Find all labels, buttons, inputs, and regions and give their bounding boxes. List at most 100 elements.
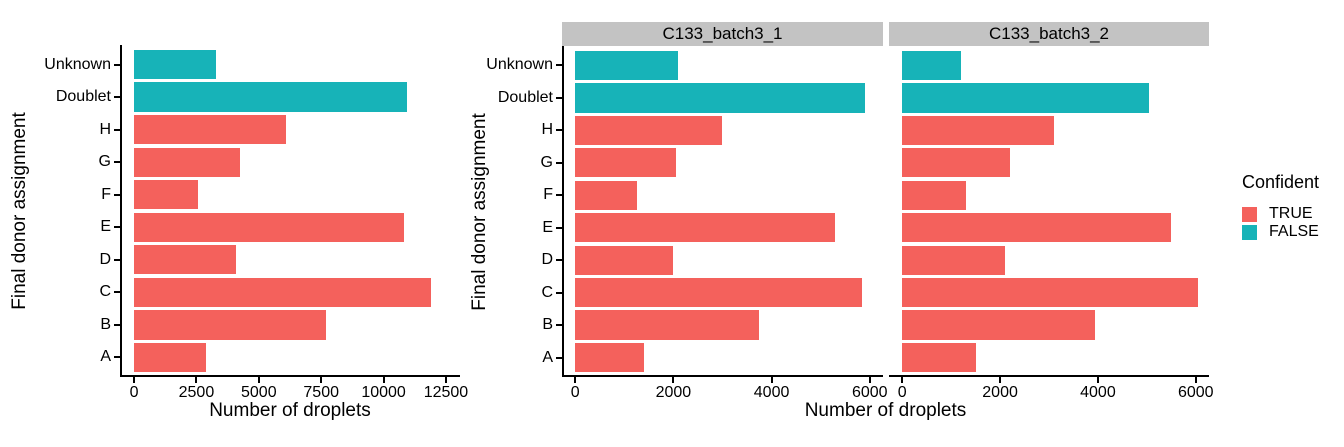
y-tick-label: E <box>100 218 111 236</box>
y-tick-label: F <box>543 186 553 204</box>
y-tick-label: B <box>542 316 553 334</box>
x-tick-label: 0 <box>129 384 139 401</box>
plot-area-overall <box>120 45 460 377</box>
bar-d <box>134 245 237 275</box>
x-tick-mark <box>257 377 260 383</box>
y-tick-label: D <box>99 250 111 268</box>
x-tick-label: 5000 <box>241 384 277 401</box>
bar-g <box>902 148 1010 178</box>
y-axis-title-facet: Final donor assignment <box>462 46 498 377</box>
bar-c <box>134 277 431 307</box>
x-tick-label: 0 <box>570 384 580 401</box>
x-tick-label: 4000 <box>753 384 790 401</box>
bar-doublet <box>575 83 865 113</box>
y-tick-label: Doublet <box>55 88 111 106</box>
plot-area-batch3-2 <box>889 46 1209 377</box>
bar-h <box>902 115 1054 145</box>
y-tick-label: E <box>542 218 553 236</box>
y-tick-label: Unknown <box>44 55 111 73</box>
bar-a <box>902 342 976 373</box>
panel-batch3-1: Unknown Doublet H G F E D C B A 0 2000 4000 6000 <box>486 46 888 401</box>
x-tick-mark <box>901 377 904 383</box>
x-tick-mark <box>868 377 871 383</box>
y-tick-label: Doublet <box>497 88 553 106</box>
y-tick-mark <box>556 324 562 327</box>
y-tick-mark <box>556 226 562 229</box>
y-tick-mark <box>114 323 120 326</box>
y-tick-mark <box>556 259 562 262</box>
y-tick-label: A <box>542 348 553 366</box>
y-axis-line <box>120 45 122 377</box>
bar-e <box>575 213 836 243</box>
x-axis-line <box>120 375 460 377</box>
plot-area-batch3-1 <box>562 46 883 377</box>
bar-a <box>134 342 207 373</box>
y-tick-label: G <box>540 153 553 171</box>
y-tick-mark <box>114 63 120 66</box>
y-tick-mark <box>114 226 120 229</box>
y-tick-mark <box>556 194 562 197</box>
bar-g <box>575 148 676 178</box>
x-tick-mark <box>382 377 385 383</box>
y-tick-label: C <box>541 283 553 301</box>
y-tick-mark <box>556 161 562 164</box>
x-tick-label: 2000 <box>982 384 1018 401</box>
legend-title: Confident <box>1242 172 1320 192</box>
x-tick-mark <box>320 377 323 383</box>
y-tick-mark <box>114 291 120 294</box>
bar-h <box>134 114 287 145</box>
y-tick-label: C <box>99 283 111 301</box>
y-tick-label: B <box>100 315 111 333</box>
x-axis-line <box>889 375 1209 377</box>
x-tick-label: 12500 <box>423 384 469 401</box>
x-tick-label: 10000 <box>361 384 406 401</box>
bar-h <box>575 115 723 145</box>
bar-unknown <box>575 50 679 81</box>
y-axis-title-overall: Final donor assignment <box>2 45 38 377</box>
y-tick-mark <box>556 96 562 99</box>
bar-d <box>902 245 1005 275</box>
y-tick-label: A <box>100 348 111 366</box>
y-tick-mark <box>556 64 562 67</box>
y-axis-title-text: Final donor assignment <box>9 112 30 310</box>
y-tick-mark <box>556 291 562 294</box>
y-tick-mark <box>556 129 562 132</box>
facet-strip-label: C133_batch3_2 <box>988 24 1110 43</box>
y-tick-label: G <box>98 153 111 171</box>
bar-doublet <box>902 83 1150 113</box>
x-tick-label: 2000 <box>655 384 692 401</box>
panel-overall: Unknown Doublet H G F E D C B A 0 2500 5000 7500 10000… <box>44 45 468 401</box>
x-tick-mark <box>1194 377 1197 383</box>
bar-c <box>902 278 1199 308</box>
legend: Confident TRUE FALSE <box>1242 172 1319 242</box>
x-tick-label: 4000 <box>1080 384 1116 401</box>
legend-item-false: FALSE <box>1242 224 1319 241</box>
bar-e <box>902 213 1172 243</box>
bar-f <box>575 180 637 210</box>
legend-swatch-false <box>1242 224 1257 240</box>
y-axis-line <box>562 46 564 377</box>
x-tick-mark <box>672 377 675 383</box>
x-axis-title-facet: Number of droplets <box>804 400 967 421</box>
bar-b <box>134 310 327 340</box>
y-tick-label: H <box>541 121 553 139</box>
y-tick-mark <box>556 356 562 359</box>
x-tick-mark <box>195 377 198 383</box>
legend-label-true: TRUE <box>1269 205 1313 223</box>
y-tick-mark <box>114 161 120 164</box>
facet-strip-batch3-2: C133_batch3_2 <box>889 22 1209 46</box>
x-tick-label: 7500 <box>303 384 339 401</box>
bar-d <box>575 245 674 275</box>
bar-unknown <box>134 49 217 80</box>
x-axis-line <box>562 375 883 377</box>
legend-label-false: FALSE <box>1269 223 1319 241</box>
x-tick-mark <box>1096 377 1099 383</box>
facet-strip-batch3-1: C133_batch3_1 <box>562 22 883 46</box>
x-axis-title-overall: Number of droplets <box>209 400 371 421</box>
x-tick-label: 2500 <box>178 384 215 401</box>
bar-b <box>902 310 1096 340</box>
bar-f <box>134 180 198 210</box>
x-tick-mark <box>770 377 773 383</box>
bar-a <box>575 342 644 373</box>
